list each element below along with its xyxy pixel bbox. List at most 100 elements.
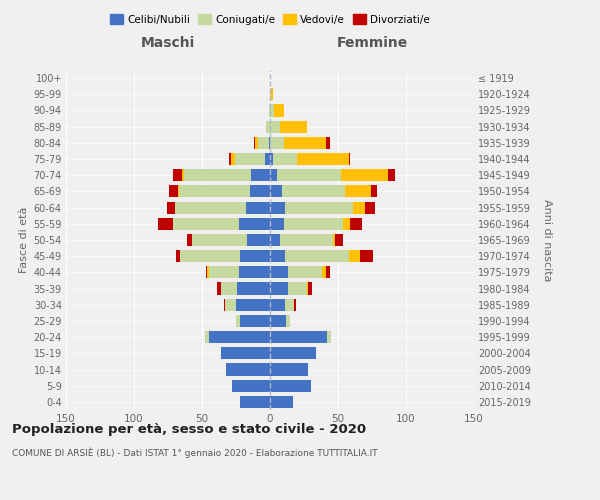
- Bar: [208, 266, 209, 278]
- Bar: [270, 234, 280, 246]
- Bar: [280, 234, 332, 246]
- Bar: [187, 234, 193, 246]
- Text: COMUNE DI ARSIÈ (BL) - Dati ISTAT 1° gennaio 2020 - Elaborazione TUTTITALIA.IT: COMUNE DI ARSIÈ (BL) - Dati ISTAT 1° gen…: [12, 448, 377, 458]
- Bar: [169, 186, 178, 198]
- Bar: [226, 364, 270, 376]
- Bar: [270, 137, 284, 149]
- Bar: [270, 169, 277, 181]
- Bar: [184, 169, 251, 181]
- Bar: [266, 120, 270, 132]
- Bar: [240, 396, 270, 408]
- Bar: [173, 218, 239, 230]
- Bar: [350, 218, 362, 230]
- Bar: [270, 364, 308, 376]
- Bar: [236, 298, 270, 311]
- Bar: [258, 137, 269, 149]
- Bar: [265, 153, 270, 165]
- Bar: [235, 153, 265, 165]
- Bar: [295, 298, 296, 311]
- Bar: [236, 315, 240, 327]
- Bar: [217, 282, 221, 294]
- Bar: [240, 250, 270, 262]
- Bar: [254, 137, 255, 149]
- Bar: [158, 218, 173, 230]
- Bar: [221, 348, 270, 360]
- Bar: [282, 186, 345, 198]
- Bar: [285, 298, 295, 311]
- Bar: [269, 104, 270, 117]
- Bar: [360, 250, 373, 262]
- Bar: [307, 282, 308, 294]
- Bar: [270, 153, 273, 165]
- Bar: [209, 266, 239, 278]
- Bar: [270, 348, 316, 360]
- Bar: [205, 331, 209, 343]
- Bar: [251, 169, 270, 181]
- Bar: [245, 202, 270, 213]
- Bar: [365, 202, 375, 213]
- Text: Popolazione per età, sesso e stato civile - 2020: Popolazione per età, sesso e stato civil…: [12, 422, 366, 436]
- Bar: [277, 169, 341, 181]
- Bar: [286, 315, 290, 327]
- Bar: [345, 186, 371, 198]
- Bar: [270, 396, 293, 408]
- Bar: [270, 266, 287, 278]
- Bar: [270, 120, 280, 132]
- Bar: [371, 186, 377, 198]
- Bar: [179, 186, 250, 198]
- Bar: [285, 250, 349, 262]
- Bar: [271, 88, 273, 101]
- Bar: [273, 153, 297, 165]
- Bar: [225, 298, 236, 311]
- Bar: [180, 250, 240, 262]
- Bar: [327, 331, 331, 343]
- Bar: [274, 104, 284, 117]
- Bar: [255, 137, 258, 149]
- Bar: [167, 202, 175, 213]
- Bar: [353, 202, 365, 213]
- Bar: [308, 282, 312, 294]
- Bar: [341, 169, 388, 181]
- Bar: [285, 202, 353, 213]
- Bar: [270, 282, 287, 294]
- Y-axis label: Fasce di età: Fasce di età: [19, 207, 29, 273]
- Bar: [326, 137, 330, 149]
- Bar: [206, 266, 208, 278]
- Bar: [322, 266, 326, 278]
- Bar: [250, 186, 270, 198]
- Bar: [270, 218, 284, 230]
- Bar: [297, 153, 349, 165]
- Bar: [280, 120, 307, 132]
- Bar: [238, 282, 270, 294]
- Bar: [287, 282, 307, 294]
- Bar: [270, 186, 282, 198]
- Bar: [182, 169, 184, 181]
- Bar: [287, 266, 322, 278]
- Bar: [270, 298, 285, 311]
- Bar: [326, 266, 330, 278]
- Bar: [209, 331, 270, 343]
- Bar: [284, 218, 343, 230]
- Bar: [284, 137, 326, 149]
- Bar: [176, 250, 180, 262]
- Bar: [240, 315, 270, 327]
- Bar: [270, 88, 271, 101]
- Bar: [269, 137, 270, 149]
- Bar: [232, 380, 270, 392]
- Legend: Celibi/Nubili, Coniugati/e, Vedovi/e, Divorziati/e: Celibi/Nubili, Coniugati/e, Vedovi/e, Di…: [106, 10, 434, 29]
- Bar: [332, 234, 335, 246]
- Bar: [335, 234, 343, 246]
- Bar: [270, 380, 311, 392]
- Bar: [239, 218, 270, 230]
- Bar: [349, 250, 360, 262]
- Bar: [270, 104, 274, 117]
- Text: Femmine: Femmine: [337, 36, 407, 50]
- Bar: [270, 331, 327, 343]
- Bar: [173, 169, 182, 181]
- Bar: [247, 234, 270, 246]
- Bar: [343, 218, 350, 230]
- Y-axis label: Anni di nascita: Anni di nascita: [542, 198, 552, 281]
- Bar: [388, 169, 395, 181]
- Bar: [349, 153, 350, 165]
- Bar: [270, 202, 285, 213]
